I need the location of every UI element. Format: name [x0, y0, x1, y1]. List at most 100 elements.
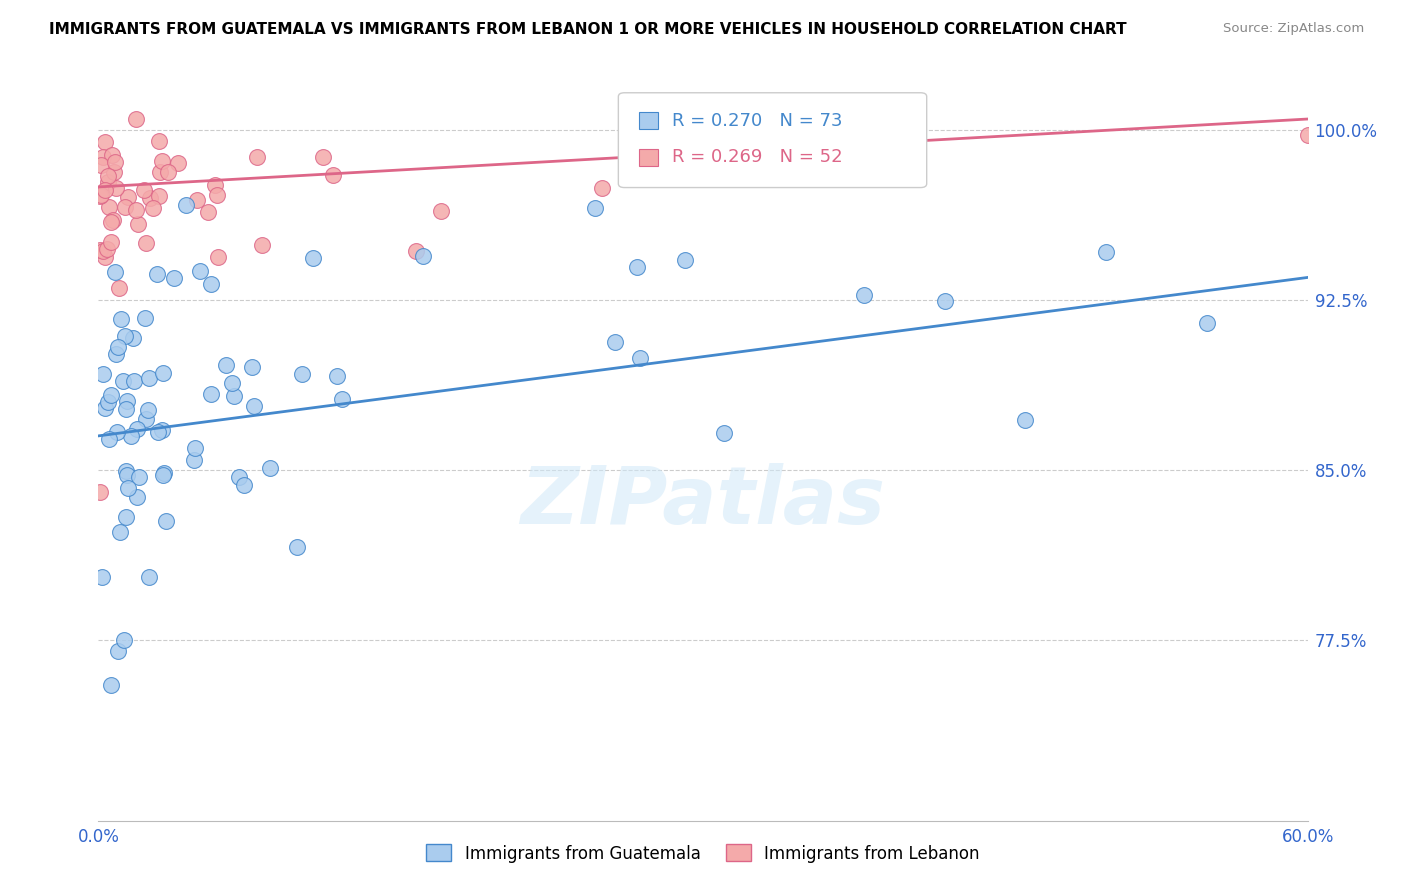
Point [107, 340, 129, 354]
Point [90, 570, 112, 584]
Point [104, 346, 127, 360]
Legend: Immigrants from Guatemala, Immigrants from Lebanon: Immigrants from Guatemala, Immigrants fr… [420, 838, 986, 869]
Point [112, 632, 135, 647]
Point [115, 401, 138, 416]
Point [214, 358, 236, 372]
Point [228, 469, 250, 483]
Point [246, 150, 269, 164]
Point [628, 351, 651, 365]
Point [93, 401, 115, 416]
Point [120, 429, 142, 443]
Point [101, 148, 124, 162]
Point [108, 281, 131, 295]
Point [125, 203, 148, 218]
Point [222, 389, 245, 403]
Point [114, 328, 136, 343]
Point [100, 388, 122, 402]
Point [136, 402, 159, 417]
Point [603, 334, 626, 349]
Point [793, 123, 815, 137]
Point [152, 423, 174, 437]
Point [232, 477, 254, 491]
Point [94, 183, 117, 197]
Point [853, 287, 876, 301]
Point [90, 158, 112, 172]
Point [167, 155, 190, 169]
Point [322, 169, 344, 183]
Point [205, 188, 228, 202]
Point [132, 183, 155, 197]
Point [138, 570, 160, 584]
Point [122, 374, 145, 388]
Point [89, 189, 111, 203]
Point [142, 201, 165, 215]
Point [97, 432, 120, 446]
Point [128, 470, 150, 484]
Point [145, 267, 167, 281]
Text: R = 0.270   N = 73: R = 0.270 N = 73 [672, 112, 842, 130]
Point [96, 169, 118, 184]
Point [89, 243, 111, 257]
Point [125, 112, 148, 126]
Point [103, 164, 125, 178]
Point [188, 264, 211, 278]
Point [139, 191, 162, 205]
Point [583, 201, 606, 215]
Point [200, 387, 222, 401]
Point [98, 200, 121, 214]
Point [259, 461, 281, 475]
Point [153, 466, 176, 480]
Point [149, 165, 172, 179]
Point [163, 271, 186, 285]
Point [93, 150, 115, 164]
Point [105, 425, 128, 439]
Point [405, 244, 427, 258]
Point [240, 360, 263, 375]
Point [312, 150, 335, 164]
Point [197, 204, 219, 219]
FancyBboxPatch shape [638, 149, 658, 166]
Point [148, 134, 170, 148]
Point [591, 181, 613, 195]
Point [429, 204, 451, 219]
Point [1095, 245, 1118, 260]
Point [108, 525, 131, 540]
FancyBboxPatch shape [638, 112, 658, 129]
Point [221, 376, 243, 390]
Point [412, 249, 434, 263]
Point [626, 260, 648, 274]
Point [103, 212, 125, 227]
Text: ZIPatlas: ZIPatlas [520, 463, 886, 541]
Point [135, 412, 157, 426]
Point [104, 155, 127, 169]
Text: R = 0.269   N = 52: R = 0.269 N = 52 [672, 148, 842, 166]
Text: Source: ZipAtlas.com: Source: ZipAtlas.com [1223, 22, 1364, 36]
Point [138, 371, 160, 385]
Point [326, 369, 349, 384]
Point [90, 187, 112, 202]
Point [104, 265, 127, 279]
Point [155, 514, 177, 528]
Point [125, 422, 148, 436]
Point [1296, 128, 1319, 142]
Point [301, 251, 323, 265]
Point [115, 393, 138, 408]
Point [152, 467, 174, 482]
Point [97, 395, 120, 409]
Point [110, 311, 132, 326]
Point [148, 189, 170, 203]
Point [207, 250, 229, 264]
Point [107, 644, 129, 658]
Point [127, 217, 149, 231]
Point [105, 181, 128, 195]
Point [291, 368, 314, 382]
Point [183, 442, 205, 456]
Point [100, 235, 122, 250]
Point [100, 678, 122, 692]
Point [91, 244, 114, 258]
Point [204, 178, 226, 192]
FancyBboxPatch shape [619, 93, 927, 187]
Point [157, 164, 180, 178]
Point [94, 250, 117, 264]
Point [115, 510, 138, 524]
